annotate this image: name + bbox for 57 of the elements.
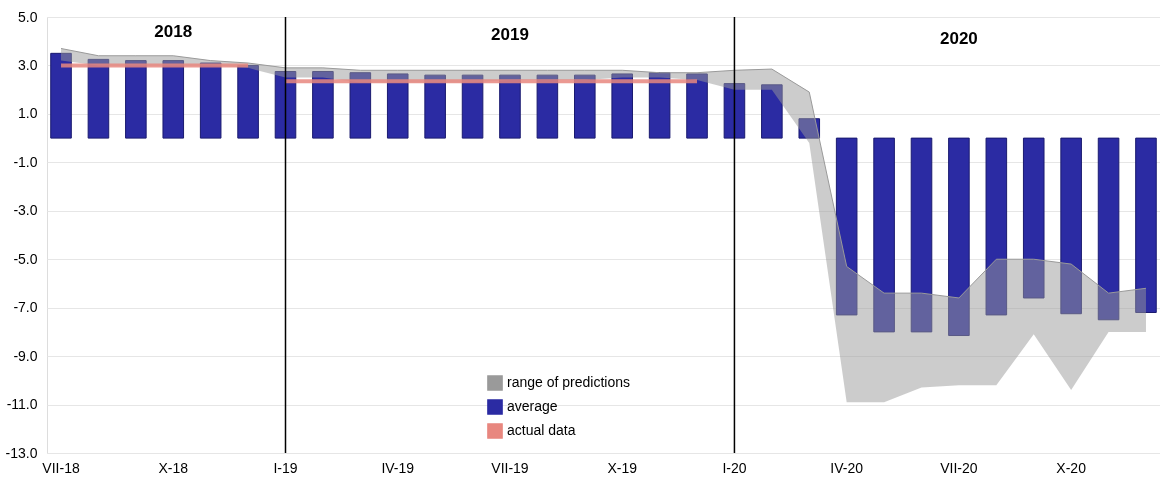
y-tick-label: 5.0 xyxy=(18,8,38,25)
bar xyxy=(948,137,970,337)
bar xyxy=(648,72,671,139)
bar xyxy=(312,71,334,139)
bar xyxy=(723,83,746,139)
annotation: 2019 xyxy=(491,25,529,45)
legend-label: average xyxy=(507,398,558,414)
bar xyxy=(1060,137,1082,315)
bar xyxy=(798,118,821,139)
x-tick-label: I-19 xyxy=(273,459,298,476)
bar xyxy=(1135,137,1157,314)
bar xyxy=(386,73,409,139)
x-tick-label: X-20 xyxy=(1056,459,1087,476)
bar xyxy=(1022,137,1045,299)
y-tick-label: -13.0 xyxy=(5,444,38,461)
x-tick-label: IV-19 xyxy=(381,459,415,476)
bar xyxy=(985,137,1008,316)
bar xyxy=(835,137,858,316)
bar xyxy=(1097,137,1120,321)
bar xyxy=(237,64,259,139)
bar xyxy=(761,84,783,139)
x-tick-label: I-20 xyxy=(722,459,747,476)
x-tick-label: X-18 xyxy=(158,459,189,476)
x-tick-label: VII-19 xyxy=(491,459,529,476)
bar xyxy=(87,58,110,139)
bar xyxy=(574,74,596,139)
bar xyxy=(349,72,372,139)
bar xyxy=(611,73,633,139)
y-tick-label: -5.0 xyxy=(13,250,38,267)
bar xyxy=(199,62,222,139)
legend-label: actual data xyxy=(507,422,576,438)
x-tick-label: IV-20 xyxy=(830,459,864,476)
bar xyxy=(125,60,147,139)
legend-label: range of predictions xyxy=(507,374,630,390)
y-tick-label: -11.0 xyxy=(6,396,38,413)
bar xyxy=(424,74,446,139)
y-tick-label: -9.0 xyxy=(13,347,38,364)
y-tick-label: -7.0 xyxy=(13,299,38,316)
x-tick-label: VII-18 xyxy=(42,459,80,476)
bar xyxy=(499,74,521,139)
x-tick-label: VII-20 xyxy=(940,459,978,476)
y-tick-label: 1.0 xyxy=(18,105,38,122)
bar xyxy=(461,74,484,139)
y-tick-label: -3.0 xyxy=(13,202,38,219)
annotation: 2018 xyxy=(154,21,193,41)
bar xyxy=(50,52,72,139)
line-series xyxy=(60,47,1147,299)
bar xyxy=(910,137,933,333)
y-tick-label: -1.0 xyxy=(13,153,38,170)
bar xyxy=(274,71,297,139)
bar xyxy=(873,137,895,333)
y-tick-label: 3.0 xyxy=(18,56,38,73)
bar xyxy=(162,60,185,139)
annotation: 2020 xyxy=(940,28,978,48)
bar xyxy=(536,74,559,139)
bar xyxy=(686,73,708,139)
x-tick-label: X-19 xyxy=(607,459,638,476)
